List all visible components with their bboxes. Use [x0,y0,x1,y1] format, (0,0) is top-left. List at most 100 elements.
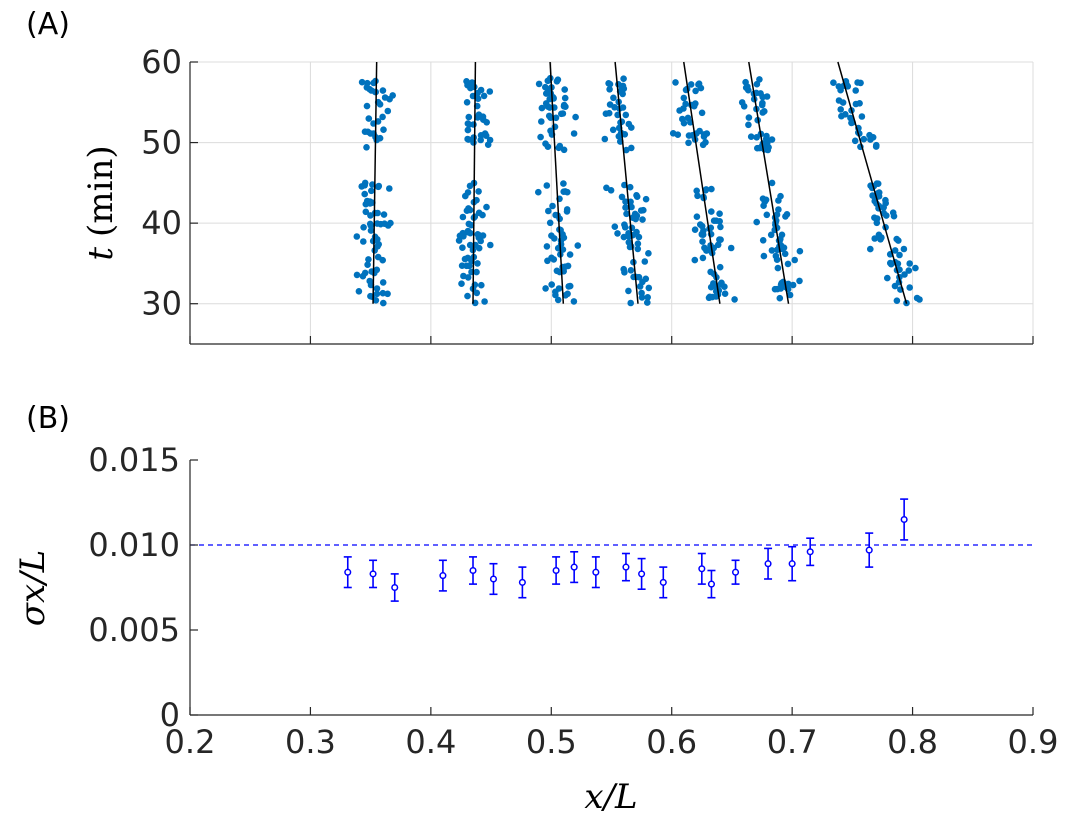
panel-a-point [363,102,371,110]
panel-a-point [465,136,472,143]
panel-a-point [358,78,366,86]
panel-a-point [360,238,367,245]
panel-a-point [543,182,551,189]
panel-a-fit-line [837,61,908,304]
panel-a-point [549,202,556,210]
panel-a-point [615,81,622,88]
panel-b-x-tick-label: 0.2 [165,723,216,761]
panel-a-point [626,183,634,191]
panel-a-point [716,218,723,225]
panel-a-point [775,206,782,213]
panel-b-y-tick-label: 0.005 [88,611,180,649]
panel-b-y-axis-label: σx/L [13,550,53,626]
panel-a-point [601,135,609,143]
panel-a-point [634,245,642,253]
panel-a-point [379,279,387,286]
panel-a-point [895,237,902,244]
panel-a-point [473,196,480,204]
panel-a-point [773,211,781,218]
panel-a-point [627,299,634,307]
panel-a-point [625,287,632,295]
panel-a-point [618,118,626,125]
panel-a-point [475,111,483,118]
panel-a-point [474,95,482,102]
panel-a-point [700,131,708,138]
panel-a-point [760,202,767,209]
panel-a-point [702,187,709,194]
panel-a-point [708,208,715,215]
panel-a-point [693,187,700,195]
panel-a-point [784,260,792,268]
panel-a-point [486,136,494,144]
panel-a-point [560,146,568,154]
panel-a-point [699,254,707,262]
panel-a-point [738,99,746,106]
panel-a-point [380,126,387,133]
panel-a-point [570,298,578,305]
panel-a-point [873,219,881,227]
panel-a-point [606,101,614,108]
panel-a-point [621,221,628,228]
panel-a-point [535,188,542,196]
panel-a-point [763,211,771,219]
panel-a-point [644,294,651,301]
panel-a-point [699,238,706,245]
panel-a-point [379,87,387,94]
panel-a-point [380,299,387,307]
panel-a-point [844,83,852,90]
panel-a-point [877,236,884,243]
panel-a-point [614,230,621,237]
panel-a-point [605,80,612,87]
panel-a-point [562,292,569,299]
panel-a-point [889,209,897,216]
panel-a-point [477,136,485,144]
panel-b-axes [189,459,1034,716]
panel-a-point [538,104,546,112]
panel-a-point [768,136,776,143]
panel-a-point [627,267,635,274]
panel-a-point [745,121,752,129]
panel-b-x-tick-label: 0.8 [887,723,938,761]
panel-b-points [343,498,909,602]
panel-a-point [463,99,471,106]
panel-b-marker [518,578,526,586]
panel-a-point [486,88,494,95]
panel-a-point [360,224,367,231]
panel-b-x-tick-label: 0.3 [285,723,336,761]
panel-a-point [551,123,559,131]
panel-a-point [464,292,471,300]
panel-a-point [628,144,635,152]
panel-b-marker [638,570,646,578]
panel-a-point [466,182,474,190]
panel-a-point [460,233,467,240]
panel-a-point [555,285,563,292]
panel-a-point [835,83,843,90]
panel-a-point [557,237,565,244]
panel-a-point [460,272,467,280]
panel-a-point [641,258,649,265]
panel-a-point [487,241,494,249]
panel-a-point [781,250,789,258]
panel-a-point [708,185,715,193]
panel-a-point [379,113,386,121]
panel-a-point [691,226,699,233]
panel-a-ylabel-symbol: t [81,247,121,261]
panel-a-point [544,257,551,265]
panel-a-y-tick-label: 50 [141,124,182,162]
panel-a-point [466,241,474,249]
panel-a-point [473,268,480,276]
panel-a-point [645,250,652,257]
panel-a-point [470,139,477,146]
panel-a-point [468,221,475,229]
panel-a-point [560,103,568,110]
panel-a-point [380,211,388,218]
panel-a-point [759,93,766,101]
panel-a-point [384,107,392,115]
panel-a-point [542,83,549,91]
panel-a-point [572,113,579,121]
panel-a-point [706,293,714,301]
panel-a-point [370,79,377,87]
panel-a-point [381,220,388,227]
panel-a-ylabel-unit: (min) [81,145,121,237]
panel-a-point [621,131,629,138]
